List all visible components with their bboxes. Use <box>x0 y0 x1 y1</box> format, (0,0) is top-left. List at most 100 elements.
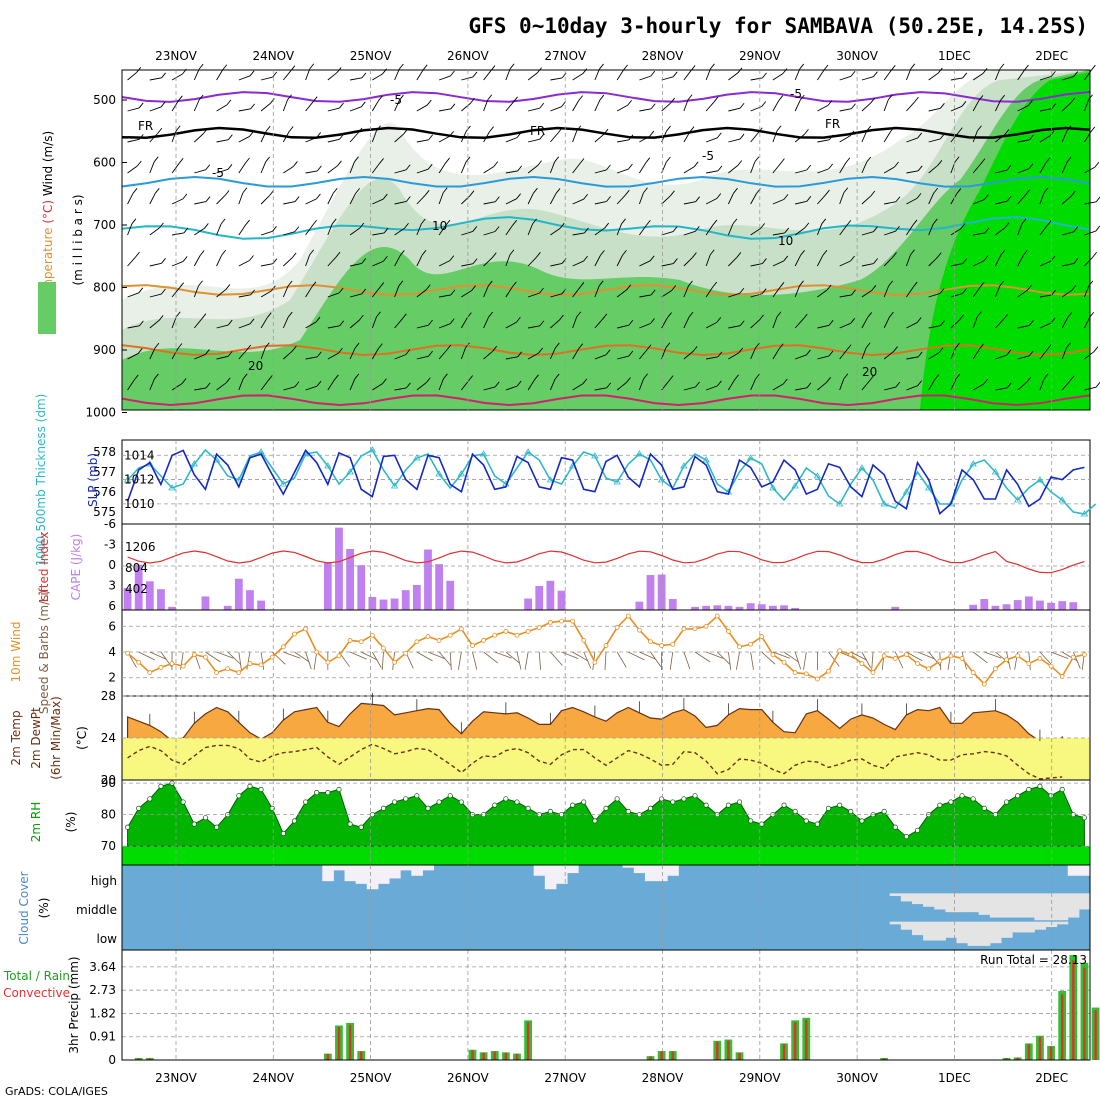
wind-barb-flag <box>784 227 790 234</box>
wind10m-marker <box>392 659 397 665</box>
wind-barb-flag <box>533 187 538 194</box>
cloud-middle-fill <box>1056 893 1069 921</box>
wind-barb <box>527 72 538 81</box>
wind-barb-flag <box>426 99 432 106</box>
isotherm-15 <box>121 284 1091 296</box>
wind-barb-flag <box>850 70 856 77</box>
wind-barb <box>972 260 985 267</box>
wind-barb-flag <box>695 196 701 202</box>
wind-barb <box>461 195 471 205</box>
wind-barb-flag <box>713 96 719 103</box>
wind-barb <box>527 379 535 391</box>
wind-barb-flag <box>940 103 945 109</box>
wind-barb-flag <box>225 284 231 290</box>
wind10m-marker <box>514 632 520 638</box>
wind10m-marker <box>158 665 164 670</box>
wind-barb-flag <box>154 373 159 380</box>
wind-barb-flag <box>442 187 448 194</box>
wind10m-barb <box>438 651 452 666</box>
wind-barb <box>995 200 1008 205</box>
wind-barb <box>772 260 784 267</box>
precip-conv-bar <box>137 1058 140 1060</box>
cape-bar <box>991 605 1000 610</box>
wind-barb <box>260 347 266 360</box>
cape-bar <box>524 598 533 610</box>
thickness-line-marker <box>591 452 599 459</box>
wind-barb-flag <box>828 163 834 170</box>
wind-barb-flag <box>623 64 628 71</box>
isotherm-10 <box>121 216 1091 240</box>
wind-barb-flag <box>1069 375 1075 382</box>
wind-barb <box>550 293 563 298</box>
wind-barb-flag <box>534 374 539 381</box>
wind-barb <box>1084 256 1093 267</box>
wind-barb-flag <box>650 70 656 77</box>
precip-conv-bar <box>515 1053 519 1060</box>
wind-barb <box>305 254 311 267</box>
wind-barb <box>260 317 268 329</box>
wind-barb <box>661 290 672 298</box>
wind-barb-flag <box>783 194 789 200</box>
cape-bar <box>435 564 443 610</box>
precip-conv-bar <box>805 1019 808 1060</box>
wind10m-marker <box>759 634 765 639</box>
wind-barb <box>683 131 691 143</box>
wind-barb <box>1017 355 1030 360</box>
wind10m-marker <box>525 629 531 634</box>
precip-conv-bar <box>716 1041 719 1060</box>
wind-barb-flag <box>739 102 745 109</box>
wind-barb <box>149 320 160 329</box>
wind10m-marker <box>948 653 954 659</box>
wind-barb-flag <box>136 160 142 167</box>
wind-barb-flag <box>512 219 518 226</box>
wind-barb <box>149 347 156 360</box>
wind-barb <box>1062 262 1075 267</box>
wind10m-barb <box>639 651 656 660</box>
wind-barb-flag <box>583 255 588 262</box>
wind-barb-flag <box>158 315 164 321</box>
cape-bar <box>234 578 243 610</box>
top-day-label: 27NOV <box>544 49 586 63</box>
wind-barb <box>349 106 362 112</box>
cape-bar <box>1013 600 1022 610</box>
wind-barb-flag <box>517 351 523 358</box>
wind-barb-flag <box>246 344 252 351</box>
wind-barb <box>839 135 851 143</box>
wind-barb <box>1061 289 1073 298</box>
wind-barb <box>327 256 337 267</box>
rh2m-marker <box>703 802 709 808</box>
wind-barb <box>906 286 914 298</box>
wind-barb-flag <box>628 319 634 326</box>
wind-barb-flag <box>645 157 651 164</box>
wind-barb <box>661 263 674 267</box>
wind-barb <box>483 201 496 205</box>
wind-barb-flag <box>1043 187 1049 194</box>
wind-barb <box>794 134 805 143</box>
wind-barb-flag <box>468 375 474 381</box>
wind-barb-flag <box>355 188 360 194</box>
wind-barb-flag <box>450 289 456 296</box>
wind10m-barb <box>246 651 251 670</box>
wind10m-barb <box>1061 651 1078 662</box>
wind-barb <box>772 287 781 298</box>
cape-tick-label: 402 <box>125 582 148 596</box>
precip-tick-label: 3.64 <box>89 960 116 974</box>
wind10m-marker <box>659 643 665 648</box>
wind-barb-flag <box>161 258 166 264</box>
wind-barb-flag <box>802 313 808 320</box>
wind-barb-flag <box>668 375 674 381</box>
rh2m-marker <box>914 827 921 833</box>
isotherm-20 <box>121 344 1091 357</box>
precip-label-total: Total / Rain <box>3 969 70 983</box>
thickness-tick-label: 577 <box>93 465 116 479</box>
wind-barb <box>572 163 581 174</box>
wind-barb <box>349 161 355 174</box>
wind10m-marker <box>803 671 809 677</box>
wind-barb-flag <box>554 156 559 163</box>
wind10m-barb <box>650 651 662 667</box>
wind-barb <box>127 256 136 267</box>
wind-barb <box>861 317 869 329</box>
bottom-day-label: 25NOV <box>350 1071 392 1085</box>
wind-barb-flag <box>734 374 739 381</box>
wind10m-marker <box>581 638 587 643</box>
